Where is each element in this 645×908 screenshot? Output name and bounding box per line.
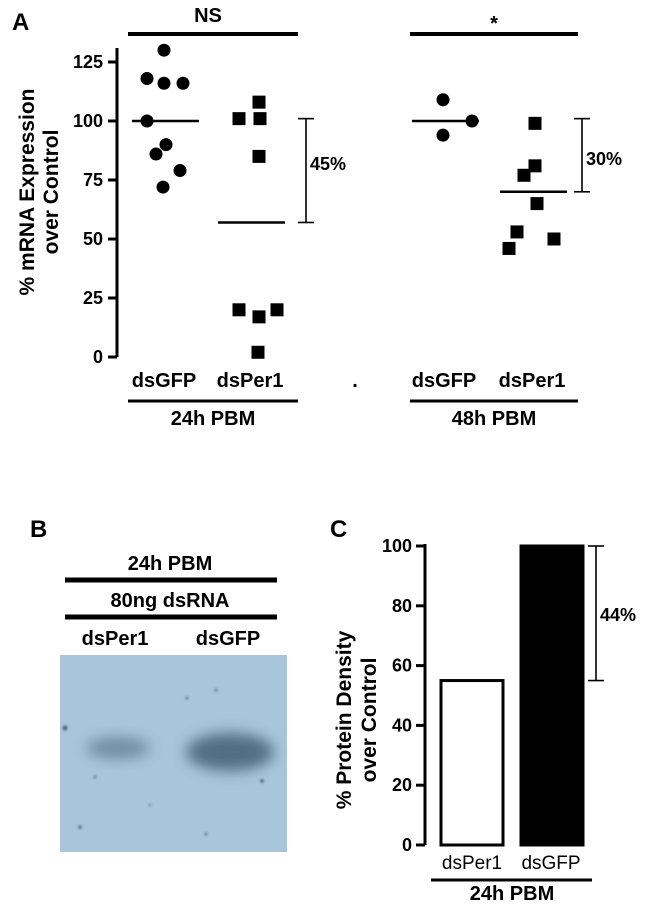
panel-a-point-dsper1 bbox=[528, 116, 542, 130]
panel-a-point-dsgfp bbox=[140, 72, 154, 86]
panel-a-point-dsper1 bbox=[502, 241, 516, 255]
blot-lane-label-dsgfp: dsGFP bbox=[196, 628, 260, 650]
panel-c-difference-bracket bbox=[588, 545, 604, 682]
panel-c-group-label: 24h PBM bbox=[470, 883, 554, 905]
panel-a-point-dsper1 bbox=[232, 303, 246, 317]
panel-a-y-tick-label: 75 bbox=[83, 170, 103, 190]
panel-a-xlabel-dsper1-24h: dsPer1 bbox=[217, 370, 284, 392]
panel-c-bar-dsper1 bbox=[439, 679, 505, 847]
panel-a-mean-lines bbox=[132, 119, 567, 224]
panel-a-point-dsper1 bbox=[252, 310, 266, 324]
panel-a-point-dsgfp bbox=[173, 164, 187, 178]
blot-speckles bbox=[62, 688, 264, 836]
panel-a-group-label-48h: 48h PBM bbox=[452, 408, 536, 430]
panel-a-significance-label-24h: NS bbox=[194, 5, 222, 27]
panel-c-bracket-label: 44% bbox=[600, 605, 636, 625]
panel-c-bar-chart: % Protein Density over Control 0 20 40 60 80… bbox=[333, 536, 636, 905]
panel-a-point-dsper1 bbox=[253, 112, 267, 126]
panel-a-point-dsper1 bbox=[547, 232, 561, 246]
panel-c-y-tick-label: 80 bbox=[392, 596, 412, 616]
blot-lane-label-dsper1: dsPer1 bbox=[82, 628, 149, 650]
panel-a-y-tick-label: 0 bbox=[93, 347, 103, 367]
panel-label-a: A bbox=[12, 9, 29, 36]
panel-a-point-dsper1 bbox=[252, 95, 266, 109]
panel-a-scatter-plot: % mRNA Expression over Control 0 25 50 75 10… bbox=[16, 5, 622, 430]
panel-c-y-tick-label: 40 bbox=[392, 715, 412, 735]
panel-a-y-tick-label: 50 bbox=[83, 229, 103, 249]
panel-a-y-ticks: 0 25 50 75 100 125 bbox=[73, 52, 117, 367]
panel-a-y-tick-label: 100 bbox=[73, 111, 103, 131]
panel-a-group-label-24h: 24h PBM bbox=[171, 408, 255, 430]
panel-label-c: C bbox=[330, 516, 347, 543]
panel-a-point-dsgfp bbox=[157, 43, 171, 57]
panel-a-point-dsgfp bbox=[149, 147, 163, 161]
panel-a-point-dsgfp bbox=[436, 128, 450, 142]
panel-a-ylabel-line1: % mRNA Expression bbox=[16, 89, 39, 296]
panel-c-ylabel-line1: % Protein Density bbox=[333, 630, 356, 809]
panel-a-data-points bbox=[140, 43, 561, 359]
panel-c-y-tick-label: 0 bbox=[402, 835, 412, 855]
panel-a-point-dsper1 bbox=[510, 225, 524, 239]
panel-c-y-tick-label: 60 bbox=[392, 656, 412, 676]
panel-a-xlabel-dsper1-48h: dsPer1 bbox=[499, 370, 566, 392]
panel-a-point-dsgfp bbox=[157, 76, 171, 90]
panel-c-ylabel-line2: over Control bbox=[358, 658, 381, 783]
panel-a-point-dsper1 bbox=[251, 345, 265, 359]
panel-c-y-tick-label: 20 bbox=[392, 775, 412, 795]
panel-a-point-dsgfp bbox=[436, 93, 450, 107]
panel-a-xlabel-dsgfp-48h: dsGFP bbox=[412, 370, 476, 392]
panel-a-point-dsper1 bbox=[530, 197, 544, 211]
panel-a-y-tick-label: 125 bbox=[73, 52, 103, 72]
panel-b-western-blot: 24h PBM 80ng dsRNA dsPer1 dsGFP bbox=[60, 553, 287, 852]
blot-band-dsgfp bbox=[186, 733, 274, 771]
blot-band-dsper1 bbox=[86, 737, 150, 759]
blot-header-timepoint: 24h PBM bbox=[128, 553, 212, 575]
panel-a-point-dsgfp bbox=[156, 180, 170, 194]
panel-a-ylabel-line2: over Control bbox=[40, 130, 63, 255]
panel-c-y-tick-label: 100 bbox=[382, 536, 412, 556]
panel-c-bars bbox=[439, 544, 585, 847]
panel-a-separator: . bbox=[352, 370, 358, 392]
panel-a-point-dsgfp bbox=[159, 138, 173, 152]
panel-a-bracket-label-24h: 45% bbox=[310, 154, 346, 174]
panel-a-point-dsper1 bbox=[270, 303, 284, 317]
panel-a-bracket-label-48h: 30% bbox=[586, 149, 622, 169]
panel-a-significance-label-48h: * bbox=[490, 13, 498, 35]
blot-header-dose: 80ng dsRNA bbox=[111, 590, 230, 612]
panel-c-xlabel-dsper1: dsPer1 bbox=[442, 853, 502, 874]
panel-a-point-dsper1 bbox=[252, 149, 266, 163]
panel-label-b: B bbox=[30, 516, 47, 543]
panel-c-y-ticks: 0 20 40 60 80 100 bbox=[382, 536, 425, 855]
panel-a-point-dsper1 bbox=[232, 112, 246, 126]
panel-c-bar-dsgfp bbox=[519, 544, 585, 847]
panel-a-y-tick-label: 25 bbox=[83, 288, 103, 308]
panel-a-difference-brackets bbox=[298, 117, 590, 224]
panel-a-point-dsgfp bbox=[176, 76, 190, 90]
panel-c-xlabel-dsgfp: dsGFP bbox=[521, 853, 580, 874]
panel-a-point-dsper1 bbox=[528, 159, 542, 173]
panel-a-xlabel-dsgfp-24h: dsGFP bbox=[132, 370, 196, 392]
panel-a-point-dsper1 bbox=[517, 168, 531, 182]
